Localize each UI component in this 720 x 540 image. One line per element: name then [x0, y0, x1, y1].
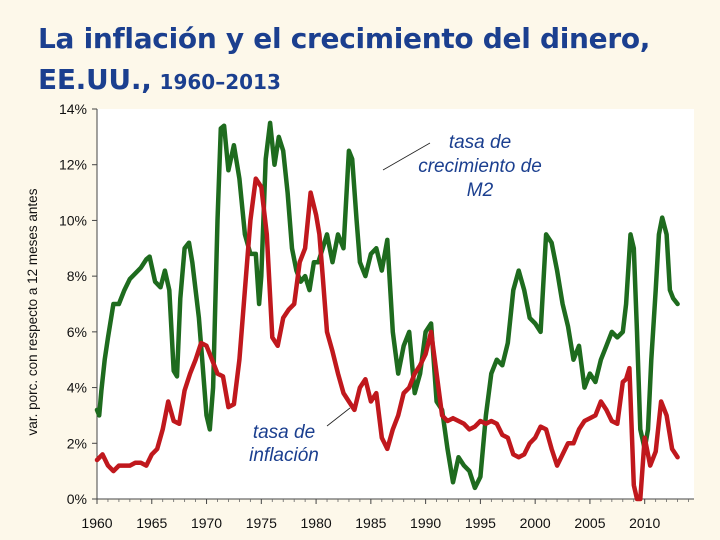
chart-title: La inflación y el crecimiento del dinero… — [38, 20, 698, 102]
series-line-inflation — [94, 176, 680, 502]
axes: 0% 2% 4% 6% 8% 10% 12% 14% 1960 1965 1970 1975 1980 1… — [25, 101, 694, 531]
y-tick-label: 14% — [59, 101, 87, 117]
x-tick-label: 2000 — [520, 515, 551, 531]
title-years: 1960–2013 — [159, 70, 281, 94]
m2-annotation-leader — [382, 142, 431, 171]
y-tick-label: 8% — [67, 268, 87, 284]
inflation-annotation-text: tasa de — [253, 422, 315, 443]
m2-annotation-text: M2 — [467, 180, 494, 201]
x-tick-label: 1980 — [301, 515, 332, 531]
y-tick-label: 4% — [67, 380, 87, 396]
m2-annotation-text: tasa de — [449, 132, 511, 153]
inflation-annotation-leader — [326, 407, 351, 427]
series-line-M2 — [94, 120, 680, 491]
y-axis-label: var. porc. con respecto a 12 meses antes — [25, 188, 40, 435]
m2-annotation-text: crecimiento de — [418, 156, 542, 177]
y-tick-label: 0% — [67, 491, 87, 507]
x-tick-label: 2005 — [574, 515, 605, 531]
y-tick-label: 10% — [59, 212, 87, 228]
plot-area — [97, 109, 694, 499]
series-lines — [94, 120, 680, 502]
x-tick-label: 1995 — [465, 515, 496, 531]
inflation-annotation-text: inflación — [249, 445, 319, 466]
title-region: EE.UU., — [38, 63, 152, 96]
y-tick-label: 6% — [67, 324, 87, 340]
x-tick-label: 1965 — [136, 515, 167, 531]
x-tick-label: 1975 — [246, 515, 277, 531]
x-tick-label: 2010 — [629, 515, 660, 531]
x-tick-label: 1990 — [410, 515, 441, 531]
y-tick-label: 2% — [67, 435, 87, 451]
y-tick-label: 12% — [59, 157, 87, 173]
x-tick-label: 1960 — [81, 515, 112, 531]
x-tick-label: 1970 — [191, 515, 222, 531]
title-line-1: La inflación y el crecimiento del dinero… — [38, 22, 651, 55]
x-tick-label: 1985 — [355, 515, 386, 531]
